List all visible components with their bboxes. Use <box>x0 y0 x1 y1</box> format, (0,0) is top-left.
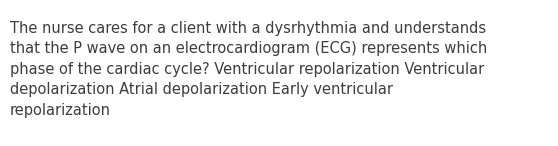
Text: The nurse cares for a client with a dysrhythmia and understands
that the P wave : The nurse cares for a client with a dysr… <box>10 21 487 118</box>
